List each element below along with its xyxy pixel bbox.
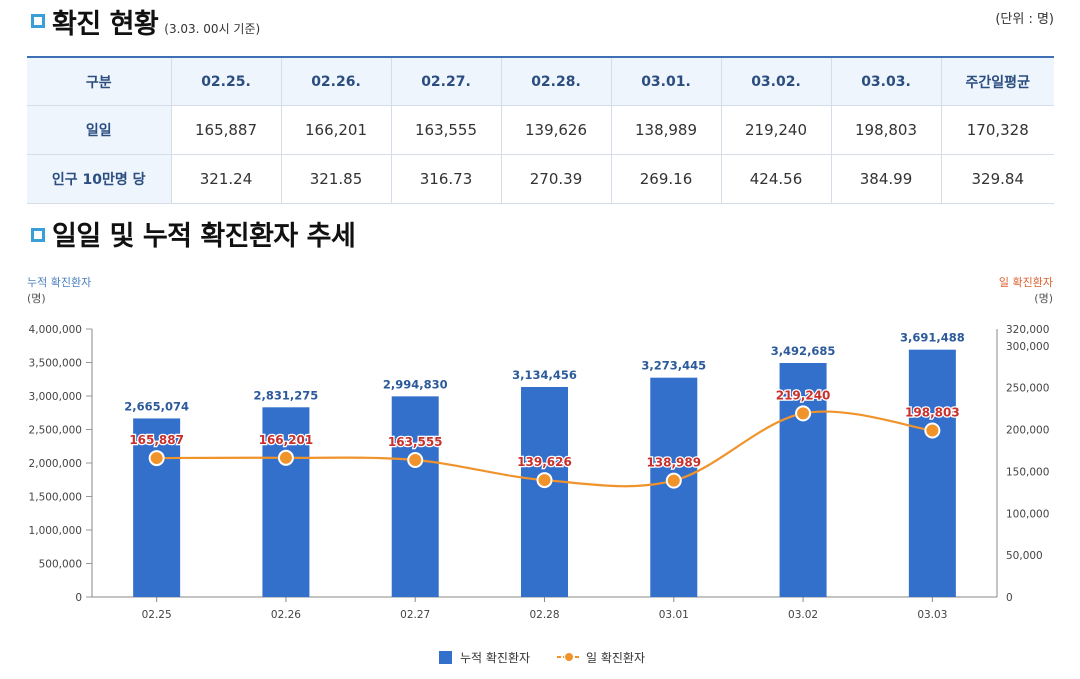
daily-value-label: 165,887 — [129, 433, 184, 447]
bar-value-label: 2,831,275 — [254, 388, 319, 402]
right-tick-label: 250,000 — [1006, 383, 1049, 395]
left-tick-label: 3,500,000 — [29, 358, 82, 370]
daily-point — [665, 472, 682, 489]
bar-value-label: 2,665,074 — [124, 399, 189, 413]
table-row-per100k: 인구 10만명 당 321.24 321.85 316.73 270.39 26… — [27, 154, 1054, 204]
col-header: 주간일평균 — [941, 57, 1054, 106]
unit-label: (단위 : 명) — [995, 12, 1054, 27]
table-row-daily: 일일 165,887 166,201 163,555 139,626 138,9… — [27, 105, 1054, 155]
bar — [262, 407, 310, 597]
table-cell: 321.24 — [171, 154, 282, 204]
bar-value-label: 3,134,456 — [512, 368, 577, 382]
table-cell: 219,240 — [721, 105, 832, 155]
daily-value-label: 198,803 — [905, 406, 960, 420]
legend-line-marker — [564, 652, 574, 662]
col-header: 03.01. — [611, 57, 722, 106]
bar-value-label: 3,492,685 — [771, 344, 836, 358]
table-cell: 163,555 — [391, 105, 502, 155]
table-cell: 316.73 — [391, 154, 502, 204]
col-header: 02.25. — [171, 57, 282, 106]
bar-value-label: 3,691,488 — [900, 331, 965, 345]
bar-value-label: 2,994,830 — [383, 377, 448, 391]
trend-title: 일일 및 누적 확진환자 추세 — [52, 221, 356, 252]
bar — [908, 349, 956, 597]
left-tick-label: 500,000 — [39, 559, 82, 571]
right-tick-label: 50,000 — [1006, 550, 1043, 562]
section-marker-icon — [31, 228, 45, 242]
daily-value-label: 138,989 — [646, 456, 701, 470]
x-tick-label: 03.02 — [788, 609, 818, 621]
table-cell: 170,328 — [941, 105, 1054, 155]
daily-point — [795, 405, 812, 422]
col-header: 구분 — [27, 57, 172, 106]
daily-value-label: 219,240 — [776, 388, 831, 402]
daily-point — [536, 472, 553, 489]
row-header: 인구 10만명 당 — [27, 154, 172, 204]
x-tick-label: 02.25 — [142, 609, 172, 621]
right-tick-label: 320,000 — [1006, 324, 1049, 336]
daily-value-label: 139,626 — [517, 455, 572, 469]
legend-bar-swatch — [439, 651, 452, 664]
table-cell: 269.16 — [611, 154, 722, 204]
left-tick-label: 3,000,000 — [29, 391, 82, 403]
daily-point — [407, 452, 424, 469]
table-cell: 384.99 — [831, 154, 942, 204]
x-tick-label: 03.03 — [917, 609, 947, 621]
table-cell: 138,989 — [611, 105, 722, 155]
x-tick-label: 02.26 — [271, 609, 301, 621]
bar — [133, 418, 181, 597]
left-axis-unit: (명) — [27, 292, 46, 305]
table-header-row: 구분 02.25. 02.26. 02.27. 02.28. 03.01. 03… — [27, 57, 1054, 106]
bar — [521, 386, 568, 597]
daily-point — [148, 450, 165, 467]
daily-point — [277, 449, 294, 466]
table-cell: 424.56 — [721, 154, 832, 204]
daily-point — [924, 422, 941, 439]
table-cell: 270.39 — [501, 154, 612, 204]
col-header: 02.27. — [391, 57, 502, 106]
x-tick-label: 02.28 — [529, 609, 559, 621]
right-tick-label: 150,000 — [1006, 466, 1049, 478]
right-tick-label: 200,000 — [1006, 425, 1049, 437]
right-tick-label: 100,000 — [1006, 508, 1049, 520]
table-cell: 166,201 — [281, 105, 392, 155]
bar — [650, 377, 698, 597]
table-cell: 139,626 — [501, 105, 612, 155]
col-header: 03.02. — [721, 57, 832, 106]
left-axis-title: 누적 확진환자 — [27, 276, 91, 289]
legend-bar-label: 누적 확진환자 — [460, 651, 530, 665]
col-header: 02.28. — [501, 57, 612, 106]
left-tick-label: 2,500,000 — [29, 425, 82, 437]
bar — [391, 396, 439, 597]
x-tick-label: 02.27 — [400, 609, 430, 621]
daily-line — [156, 410, 933, 488]
x-tick-label: 03.01 — [659, 609, 689, 621]
right-tick-label: 0 — [1006, 592, 1013, 604]
status-title: 확진 현황 (3.03. 00시 기준) — [52, 2, 260, 41]
status-subtitle: (3.03. 00시 기준) — [164, 22, 261, 36]
col-header: 03.03. — [831, 57, 942, 106]
left-tick-label: 1,500,000 — [29, 492, 82, 504]
left-tick-label: 4,000,000 — [29, 324, 82, 336]
right-axis-unit: (명) — [1034, 292, 1053, 305]
daily-value-label: 166,201 — [259, 433, 314, 447]
table-cell: 321.85 — [281, 154, 392, 204]
status-title-text: 확진 현황 — [52, 9, 159, 40]
row-header: 일일 — [27, 105, 172, 155]
table-cell: 329.84 — [941, 154, 1054, 204]
cases-table: 구분 02.25. 02.26. 02.27. 02.28. 03.01. 03… — [27, 56, 1054, 204]
left-tick-label: 1,000,000 — [29, 525, 82, 537]
col-header: 02.26. — [281, 57, 392, 106]
left-tick-label: 2,000,000 — [29, 458, 82, 470]
left-tick-label: 0 — [75, 592, 82, 604]
daily-value-label: 163,555 — [388, 435, 443, 449]
bar — [779, 362, 827, 597]
table-cell: 198,803 — [831, 105, 942, 155]
section-marker-icon — [31, 14, 45, 28]
right-tick-label: 300,000 — [1006, 341, 1049, 353]
table-cell: 165,887 — [171, 105, 282, 155]
bar-value-label: 3,273,445 — [641, 359, 706, 373]
legend-line-label: 일 확진환자 — [586, 651, 645, 665]
right-axis-title: 일 확진환자 — [999, 275, 1053, 289]
